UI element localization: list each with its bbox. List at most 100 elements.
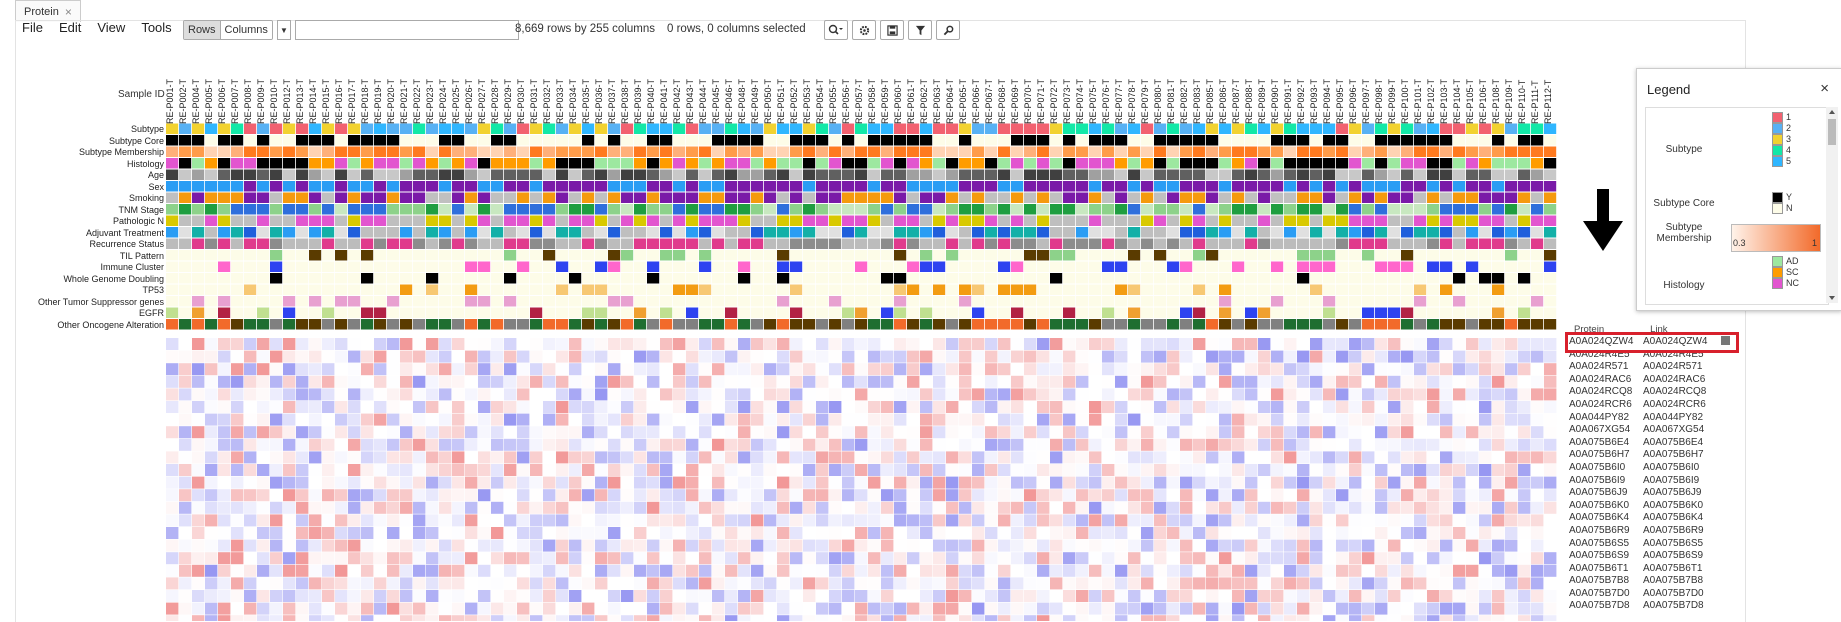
- track-label[interactable]: Other Oncogene Alteration: [57, 319, 164, 330]
- sample-id-label[interactable]: RE-P086-T: [1218, 78, 1228, 124]
- sample-id-label[interactable]: RE-P057-T: [854, 78, 864, 124]
- track-label[interactable]: Pathologic N: [112, 216, 164, 226]
- legend-scrollbar[interactable]: [1826, 107, 1838, 303]
- sample-id-label[interactable]: RE-P036-T: [594, 78, 604, 124]
- sample-id-label[interactable]: RE-P014-T: [308, 78, 318, 124]
- sample-id-label[interactable]: RE-P094-T: [1322, 78, 1332, 124]
- track-label[interactable]: Sex: [148, 181, 164, 192]
- sample-id-label[interactable]: RE-P027-T: [477, 78, 487, 124]
- sample-id-label[interactable]: RE-P112-T: [1543, 79, 1553, 124]
- sample-id-label[interactable]: RE-P099-T: [1387, 78, 1397, 124]
- sample-id-label[interactable]: RE-P007-T: [230, 78, 240, 124]
- row-link[interactable]: A0A075B6I0: [1643, 461, 1700, 473]
- sample-id-label[interactable]: RE-P064-T: [945, 78, 955, 124]
- sample-id-label[interactable]: RE-P092-T: [1296, 78, 1306, 124]
- sample-id-label[interactable]: RE-P085-T: [1205, 78, 1215, 124]
- sample-id-label[interactable]: RE-P067-T: [984, 78, 994, 124]
- sample-id-label[interactable]: RE-P029-T: [503, 78, 513, 124]
- sample-id-label[interactable]: RE-P005-T: [204, 78, 214, 124]
- search-input[interactable]: [294, 20, 519, 40]
- sample-id-label[interactable]: RE-P091-T: [1283, 78, 1293, 124]
- track-label[interactable]: EGFR: [138, 308, 164, 318]
- sample-id-label[interactable]: RE-P051-T: [776, 78, 786, 124]
- row-item[interactable]: A0A024RCR6 A0A024RCR6: [1569, 399, 1735, 412]
- row-link[interactable]: A0A075B6I9: [1643, 474, 1700, 486]
- row-link[interactable]: A0A075B6K4: [1643, 512, 1704, 524]
- row-link[interactable]: A0A075B6R9: [1643, 524, 1704, 536]
- sample-id-label[interactable]: RE-P021-T: [399, 78, 409, 124]
- menu-edit[interactable]: Edit: [58, 20, 82, 35]
- track-label[interactable]: Whole Genome Doubling: [63, 273, 164, 284]
- sample-id-label[interactable]: RE-P074-T: [1075, 78, 1085, 124]
- row-item[interactable]: A0A075B7B8 A0A075B7B8: [1569, 575, 1735, 588]
- track-label[interactable]: Subtype Core: [108, 135, 164, 146]
- sample-id-label[interactable]: RE-P083-T: [1192, 78, 1202, 124]
- sample-id-label[interactable]: RE-P012-T: [282, 78, 292, 124]
- tab-protein[interactable]: Protein ×: [15, 0, 81, 22]
- row-item[interactable]: A0A044PY82 A0A044PY82: [1569, 412, 1735, 425]
- sample-id-label[interactable]: RE-P040-T: [646, 78, 656, 124]
- sample-id-label[interactable]: RE-P042-T: [672, 78, 682, 124]
- sample-id-label[interactable]: RE-P104-T: [1452, 78, 1462, 124]
- sample-id-label[interactable]: RE-P028-T: [490, 78, 500, 124]
- sample-id-label[interactable]: RE-P066-T: [971, 78, 981, 124]
- row-link[interactable]: A0A075B6T1: [1643, 562, 1703, 574]
- track-label[interactable]: Subtype: [130, 124, 164, 134]
- sample-id-label[interactable]: RE-P068-T: [997, 78, 1007, 124]
- row-item[interactable]: A0A067XG54 A0A067XG54: [1569, 424, 1735, 437]
- row-link[interactable]: A0A075B6K0: [1643, 499, 1704, 511]
- track-label[interactable]: Subtype Membership: [78, 147, 164, 157]
- row-item[interactable]: A0A024RAC6 A0A024RAC6: [1569, 374, 1735, 387]
- row-item[interactable]: A0A024RCQ8 A0A024RCQ8: [1569, 386, 1735, 399]
- sample-id-label[interactable]: RE-P061-T: [906, 78, 916, 124]
- sample-id-label[interactable]: RE-P015-T: [321, 78, 331, 124]
- row-link[interactable]: A0A075B6E4: [1643, 436, 1704, 448]
- sample-id-label[interactable]: RE-P065-T: [958, 78, 968, 124]
- row-link[interactable]: A0A024R571: [1643, 361, 1703, 373]
- sample-id-label[interactable]: RE-P020-T: [386, 78, 396, 124]
- sample-id-label[interactable]: RE-P098-T: [1374, 78, 1384, 124]
- sample-id-label[interactable]: RE-P059-T: [880, 78, 890, 124]
- row-item[interactable]: A0A075B6S9 A0A075B6S9: [1569, 550, 1735, 563]
- row-link[interactable]: A0A075B7D0: [1643, 587, 1704, 599]
- sample-id-label[interactable]: RE-P109-T: [1504, 78, 1514, 124]
- sample-id-label[interactable]: RE-P037-T: [607, 78, 617, 124]
- row-link[interactable]: A0A024QZW4: [1643, 336, 1708, 347]
- row-item[interactable]: A0A075B6I0 A0A075B6I0: [1569, 462, 1735, 475]
- sample-id-label[interactable]: RE-P031-T: [529, 78, 539, 124]
- sample-id-label[interactable]: RE-P072-T: [1049, 78, 1059, 124]
- row-link[interactable]: A0A075B6J9: [1643, 487, 1702, 499]
- row-item[interactable]: A0A075B6K4 A0A075B6K4: [1569, 512, 1735, 525]
- chevron-down-icon[interactable]: ▼: [276, 20, 291, 40]
- sample-id-label[interactable]: RE-P111-T: [1530, 80, 1540, 124]
- row-item[interactable]: A0A075B6E4 A0A075B6E4: [1569, 437, 1735, 450]
- row-item[interactable]: A0A075B6J9 A0A075B6J9: [1569, 487, 1735, 500]
- sample-id-label[interactable]: RE-P096-T: [1348, 78, 1358, 124]
- sample-id-label[interactable]: RE-P002-T: [178, 78, 188, 124]
- sample-id-label[interactable]: RE-P075-T: [1088, 78, 1098, 124]
- sample-id-label[interactable]: RE-P070-T: [1023, 78, 1033, 124]
- sample-id-label[interactable]: RE-P008-T: [243, 78, 253, 124]
- zoom-icon[interactable]: [824, 20, 848, 40]
- save-icon[interactable]: [880, 20, 904, 40]
- sample-id-label[interactable]: RE-P019-T: [373, 78, 383, 124]
- track-label[interactable]: TNM Stage: [118, 204, 164, 215]
- sample-id-label[interactable]: RE-P073-T: [1062, 78, 1072, 124]
- sample-id-label[interactable]: RE-P055-T: [828, 78, 838, 124]
- sample-id-label[interactable]: RE-P010-T: [269, 78, 279, 124]
- row-link[interactable]: A0A024RCQ8: [1643, 386, 1707, 398]
- track-label[interactable]: TP53: [142, 285, 164, 295]
- sample-id-label[interactable]: RE-P046-T: [724, 78, 734, 124]
- sample-id-label[interactable]: RE-P030-T: [516, 78, 526, 124]
- rows-button[interactable]: Rows: [184, 21, 220, 39]
- track-label[interactable]: Recurrence Status: [89, 239, 164, 249]
- sample-id-label[interactable]: RE-P035-T: [581, 78, 591, 124]
- track-label[interactable]: Immune Cluster: [100, 262, 164, 272]
- sample-id-label[interactable]: RE-P023-T: [425, 78, 435, 124]
- sample-id-label[interactable]: RE-P090-T: [1270, 78, 1280, 124]
- sample-id-label[interactable]: RE-P060-T: [893, 78, 903, 124]
- sample-id-label[interactable]: RE-P063-T: [932, 78, 942, 124]
- row-item[interactable]: A0A075B6I9 A0A075B6I9: [1569, 475, 1735, 488]
- sample-id-label[interactable]: RE-P039-T: [633, 78, 643, 124]
- sample-id-label[interactable]: RE-P076-T: [1101, 78, 1111, 124]
